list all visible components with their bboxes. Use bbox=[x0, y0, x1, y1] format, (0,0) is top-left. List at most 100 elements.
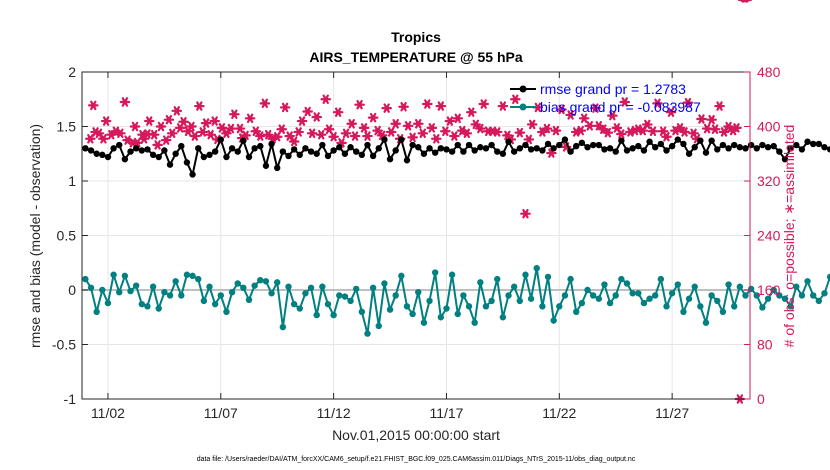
obs-circle bbox=[318, 132, 324, 138]
obs-circle bbox=[314, 114, 320, 120]
obs-count-marker bbox=[381, 103, 392, 113]
rmse-point bbox=[640, 147, 648, 154]
obs-count-marker bbox=[537, 127, 548, 137]
y-right-tick-label: 400 bbox=[757, 119, 781, 135]
obs-circle bbox=[459, 127, 465, 134]
obs-count-marker bbox=[302, 106, 313, 117]
obs-circle bbox=[335, 109, 341, 115]
rmse-point bbox=[697, 137, 704, 144]
obs-count-marker bbox=[315, 129, 327, 140]
bias-point bbox=[494, 275, 501, 283]
obs-count-marker bbox=[607, 110, 618, 121]
bias-point bbox=[178, 292, 185, 299]
rmse-point bbox=[533, 145, 540, 152]
obs-count-marker bbox=[328, 131, 339, 142]
rmse-point bbox=[155, 153, 162, 161]
obs-count-marker bbox=[367, 112, 379, 123]
rmse-point bbox=[742, 145, 749, 152]
bias-point bbox=[725, 281, 732, 288]
x-axis-ticks: 11/02 11/07 11/12 11/17 11/22 11/27 bbox=[91, 72, 689, 421]
bias-point bbox=[437, 314, 445, 321]
obs-count-marker bbox=[718, 127, 730, 137]
obs-count-marker bbox=[143, 116, 155, 126]
obs-count-marker bbox=[578, 113, 590, 124]
bias-point bbox=[623, 280, 631, 287]
rmse-point bbox=[477, 144, 484, 151]
bias-point bbox=[505, 292, 512, 299]
rmse-point bbox=[87, 147, 95, 154]
obs-count-marker bbox=[358, 123, 370, 133]
obs-circle bbox=[451, 133, 457, 139]
bias-point bbox=[499, 314, 507, 321]
rmse-point bbox=[285, 152, 292, 160]
obs-count-marker bbox=[197, 127, 209, 137]
obs-circle bbox=[600, 126, 606, 132]
obs-circle bbox=[698, 116, 705, 122]
legend-rmse-label: rmse grand pr = 1.2783 bbox=[540, 81, 686, 97]
obs-circle bbox=[640, 127, 646, 134]
bias-point bbox=[398, 272, 405, 280]
bias-point bbox=[465, 303, 473, 310]
obs-count-marker bbox=[372, 125, 383, 136]
rmse-point bbox=[584, 144, 591, 151]
rmse-point bbox=[431, 149, 439, 156]
obs-circle bbox=[384, 105, 390, 111]
obs-count-marker bbox=[106, 129, 117, 140]
rmse-point bbox=[358, 151, 366, 159]
rmse-point bbox=[719, 141, 727, 149]
rmse-point bbox=[268, 140, 275, 148]
bias-point bbox=[200, 297, 208, 305]
obs-count-marker bbox=[491, 127, 503, 137]
bias-point bbox=[189, 272, 196, 280]
obs-count-marker bbox=[148, 129, 160, 140]
rmse-point bbox=[567, 148, 574, 155]
obs-count-marker bbox=[565, 110, 576, 120]
obs-count-marker bbox=[478, 99, 490, 109]
bias-point bbox=[155, 305, 162, 312]
obs-count-marker bbox=[288, 136, 300, 147]
obs-circle bbox=[146, 118, 152, 124]
obs-circle bbox=[618, 131, 624, 137]
bias-point bbox=[539, 303, 546, 310]
obs-count-marker bbox=[402, 121, 414, 131]
bias-point bbox=[279, 323, 287, 331]
obs-count-marker bbox=[349, 131, 361, 141]
bias-point bbox=[691, 283, 698, 290]
obs-circle bbox=[100, 136, 107, 142]
obs-count-marker bbox=[221, 128, 232, 139]
rmse-point bbox=[550, 145, 557, 152]
rmse-point bbox=[149, 151, 157, 159]
bias-point bbox=[336, 292, 343, 299]
obs-count-marker bbox=[701, 123, 713, 134]
bias-point bbox=[257, 276, 264, 284]
obs-count-marker bbox=[444, 116, 456, 126]
bias-point bbox=[290, 300, 298, 308]
obs-circle bbox=[370, 115, 376, 121]
rmse-point bbox=[516, 145, 524, 152]
obs-circle bbox=[539, 129, 545, 135]
bias-point bbox=[82, 275, 89, 283]
y-left-tick-label: 2 bbox=[68, 64, 76, 80]
rmse-point bbox=[302, 145, 309, 152]
y-left-axis-ticks: -1 -0.5 0 0.5 1 1.5 2 bbox=[52, 64, 88, 407]
obs-count-marker bbox=[461, 128, 473, 139]
rmse-point bbox=[606, 145, 614, 152]
bias-point bbox=[798, 292, 806, 299]
rmse-point bbox=[228, 145, 236, 152]
bias-point bbox=[454, 310, 461, 318]
obs-circle bbox=[512, 96, 518, 102]
obs-circle bbox=[721, 129, 727, 135]
obs-count-marker bbox=[550, 125, 562, 136]
obs-circle bbox=[500, 103, 506, 109]
rmse-point bbox=[279, 148, 287, 155]
obs-count-marker bbox=[340, 128, 352, 139]
y-right-tick-label: 240 bbox=[757, 228, 781, 244]
obs-count-marker bbox=[385, 127, 397, 137]
obs-circle bbox=[134, 140, 140, 146]
bias-point bbox=[392, 292, 399, 299]
obs-count-marker bbox=[435, 101, 447, 111]
bias-point bbox=[307, 284, 315, 292]
obs-circle bbox=[122, 99, 128, 105]
bias-point bbox=[770, 286, 777, 294]
bias-point bbox=[764, 295, 772, 302]
